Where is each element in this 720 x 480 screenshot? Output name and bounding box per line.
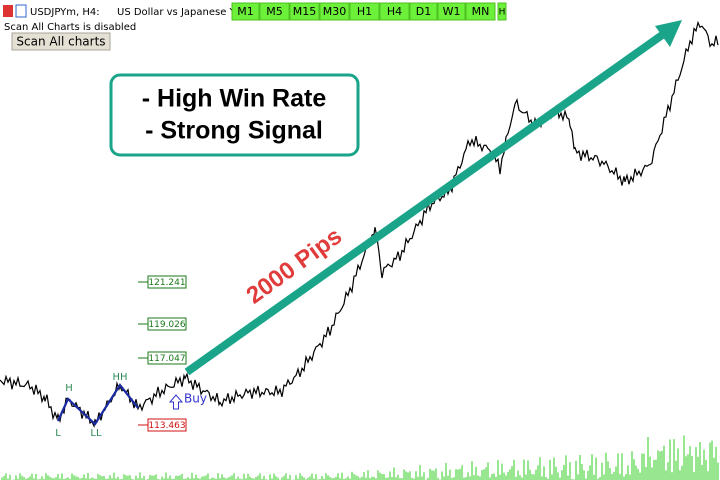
signal-label: Buy — [184, 392, 207, 406]
price-line — [0, 20, 719, 429]
timeframe-label[interactable]: H4 — [387, 5, 402, 18]
timeframe-label[interactable]: M5 — [266, 5, 283, 18]
timeframe-button[interactable] — [409, 2, 438, 21]
pattern-label: LL — [90, 428, 102, 439]
timeframe-label[interactable]: M30 — [323, 5, 347, 18]
timeframe-button[interactable] — [349, 2, 380, 21]
callout-box — [109, 73, 360, 157]
callout-line: - Strong Signal — [145, 117, 323, 145]
pattern-zigzag — [56, 383, 139, 426]
timeframe-label[interactable]: M1 — [237, 5, 254, 18]
symbol-description: US Dollar vs Japanese Yen — [117, 7, 247, 18]
timeframe-label[interactable]: W1 — [443, 5, 461, 18]
timeframe-button[interactable] — [319, 2, 350, 21]
timeframe-button[interactable] — [289, 2, 320, 21]
timeframe-button[interactable] — [379, 2, 410, 21]
timeframe-button[interactable] — [465, 2, 496, 21]
timeframe-button[interactable] — [259, 2, 290, 21]
pattern-label: HH — [112, 372, 127, 383]
level-label: 117.047 — [148, 354, 185, 364]
timeframe-label[interactable]: H1 — [357, 5, 372, 18]
status-text: Scan All Charts is disabled — [4, 22, 136, 33]
callout-line: - High Win Rate — [142, 85, 327, 113]
price-levels: 121.241 119.026 117.047 113.463 — [138, 275, 187, 432]
icon — [15, 4, 27, 18]
timeframe-bar: M1 M5 M15 M30 H1 H4 D1 W1 MN H — [231, 2, 507, 21]
level-label: 121.241 — [148, 278, 185, 288]
level-label: 113.463 — [148, 421, 185, 431]
symbol: USDJPYm, H4: — [30, 7, 100, 18]
scan-button[interactable] — [11, 32, 111, 51]
pattern-label: H — [65, 383, 73, 394]
level-box — [147, 418, 187, 432]
arrow-head — [655, 20, 682, 47]
timeframe-label[interactable]: D1 — [416, 5, 431, 18]
buy-arrow — [168, 394, 184, 410]
timeframe-label[interactable]: H — [499, 8, 506, 18]
level-label: 119.026 — [148, 320, 185, 330]
scan-button-label[interactable]: Scan All charts — [16, 35, 105, 49]
trend-arrow — [184, 29, 668, 376]
level-box — [147, 317, 187, 331]
timeframe-button[interactable] — [437, 2, 466, 21]
pattern-label: L — [55, 428, 61, 439]
timeframe-label[interactable]: M15 — [293, 5, 317, 18]
level-box — [147, 275, 187, 289]
timeframe-label[interactable]: MN — [472, 5, 490, 18]
level-box — [147, 351, 187, 365]
icon — [3, 5, 13, 17]
timeframe-button[interactable] — [231, 2, 260, 21]
volume-bars — [1, 435, 719, 480]
timeframe-button[interactable] — [497, 2, 507, 21]
